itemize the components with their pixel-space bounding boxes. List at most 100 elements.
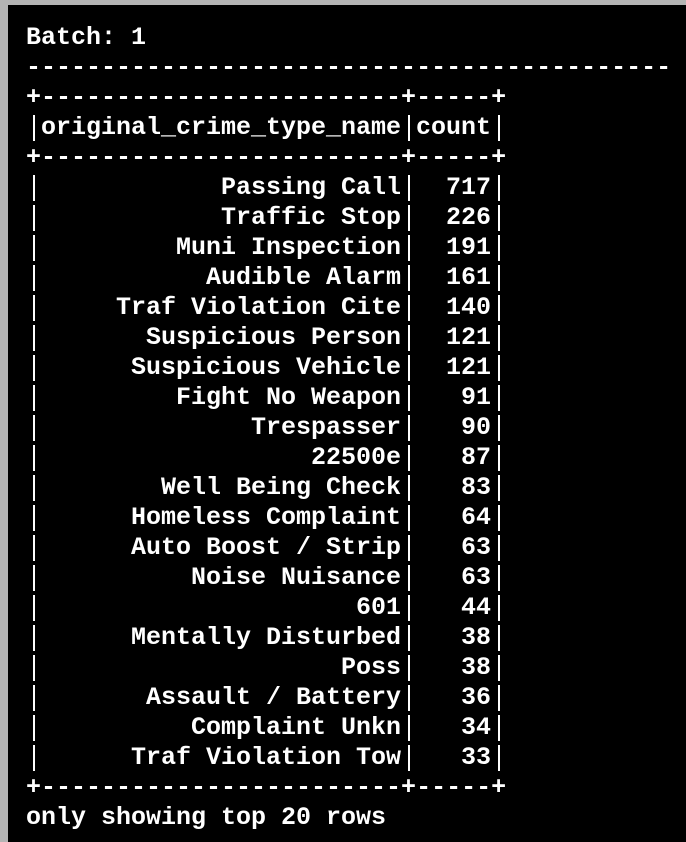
count: 38 xyxy=(460,623,491,652)
crime-type: Audible Alarm xyxy=(205,263,401,292)
column-separator xyxy=(407,355,410,381)
column-separator xyxy=(497,505,500,531)
column-separator xyxy=(407,115,410,141)
column-separator xyxy=(407,715,410,741)
crime-type: 601 xyxy=(355,593,401,622)
column-separator xyxy=(497,355,500,381)
column-separator xyxy=(32,565,35,591)
column-separator xyxy=(407,325,410,351)
column-separator xyxy=(497,235,500,261)
column-separator xyxy=(407,235,410,261)
column-separator xyxy=(32,385,35,411)
column-separator xyxy=(407,655,410,681)
column-separator xyxy=(497,265,500,291)
column-separator xyxy=(407,745,410,771)
column-separator xyxy=(407,295,410,321)
crime-type: Poss xyxy=(340,653,401,682)
crime-type: 22500e xyxy=(310,443,401,472)
crime-type: Noise Nuisance xyxy=(190,563,401,592)
column-separator xyxy=(497,745,500,771)
column-separator xyxy=(407,475,410,501)
column-separator xyxy=(497,445,500,471)
column-separator xyxy=(32,505,35,531)
column-separator xyxy=(407,445,410,471)
count: 44 xyxy=(460,593,491,622)
column-separator xyxy=(32,445,35,471)
column-separator xyxy=(497,535,500,561)
crime-type: Homeless Complaint xyxy=(130,503,401,532)
column-separator xyxy=(32,595,35,621)
table-border: +------------------------+-----+ xyxy=(26,83,507,112)
table-border: +------------------------+-----+ xyxy=(26,773,507,802)
column-separator xyxy=(32,205,35,231)
count: 226 xyxy=(445,203,491,232)
column-separator xyxy=(497,655,500,681)
crime-type: Traf Violation Tow xyxy=(130,743,401,772)
crime-type: Trespasser xyxy=(250,413,401,442)
count: 33 xyxy=(460,743,491,772)
column-separator xyxy=(32,535,35,561)
count: 191 xyxy=(445,233,491,262)
column-separator xyxy=(32,745,35,771)
column-header: original_crime_type_name xyxy=(41,113,402,142)
column-separator xyxy=(497,685,500,711)
column-separator xyxy=(32,115,35,141)
column-separator xyxy=(32,625,35,651)
column-separator xyxy=(407,385,410,411)
separator: ----------------------------------------… xyxy=(26,53,672,82)
count: 91 xyxy=(460,383,491,412)
column-separator xyxy=(497,385,500,411)
column-header: count xyxy=(416,113,492,142)
column-separator xyxy=(32,415,35,441)
count: 64 xyxy=(460,503,491,532)
count: 717 xyxy=(445,173,491,202)
footer-note: only showing top 20 rows xyxy=(26,803,387,832)
column-separator xyxy=(407,505,410,531)
column-separator xyxy=(407,685,410,711)
crime-type: Complaint Unkn xyxy=(190,713,401,742)
count: 34 xyxy=(460,713,491,742)
count: 36 xyxy=(460,683,491,712)
column-separator xyxy=(407,535,410,561)
crime-type: Suspicious Vehicle xyxy=(130,353,401,382)
column-separator xyxy=(32,325,35,351)
count: 161 xyxy=(445,263,491,292)
column-separator xyxy=(497,565,500,591)
count: 140 xyxy=(445,293,491,322)
column-separator xyxy=(407,595,410,621)
column-separator xyxy=(32,685,35,711)
count: 63 xyxy=(460,533,491,562)
column-separator xyxy=(497,415,500,441)
column-separator xyxy=(497,715,500,741)
terminal xyxy=(8,5,686,842)
column-separator xyxy=(407,265,410,291)
table-border: +------------------------+-----+ xyxy=(26,143,507,172)
column-separator xyxy=(407,205,410,231)
crime-type: Well Being Check xyxy=(160,473,401,502)
crime-type: Passing Call xyxy=(220,173,401,202)
count: 38 xyxy=(460,653,491,682)
crime-type: Auto Boost / Strip xyxy=(130,533,401,562)
crime-type: Muni Inspection xyxy=(175,233,401,262)
batch-label: Batch: 1 xyxy=(26,23,147,52)
count: 121 xyxy=(445,353,491,382)
count: 121 xyxy=(445,323,491,352)
column-separator xyxy=(497,475,500,501)
column-separator xyxy=(32,475,35,501)
column-separator xyxy=(32,235,35,261)
column-separator xyxy=(32,715,35,741)
column-separator xyxy=(497,295,500,321)
column-separator xyxy=(407,415,410,441)
column-separator xyxy=(497,595,500,621)
crime-type: Fight No Weapon xyxy=(175,383,401,412)
crime-type: Traffic Stop xyxy=(220,203,401,232)
column-separator xyxy=(497,115,500,141)
count: 90 xyxy=(460,413,491,442)
column-separator xyxy=(32,295,35,321)
column-separator xyxy=(497,625,500,651)
count: 63 xyxy=(460,563,491,592)
count: 87 xyxy=(460,443,491,472)
column-separator xyxy=(32,265,35,291)
crime-type: Suspicious Person xyxy=(145,323,401,352)
